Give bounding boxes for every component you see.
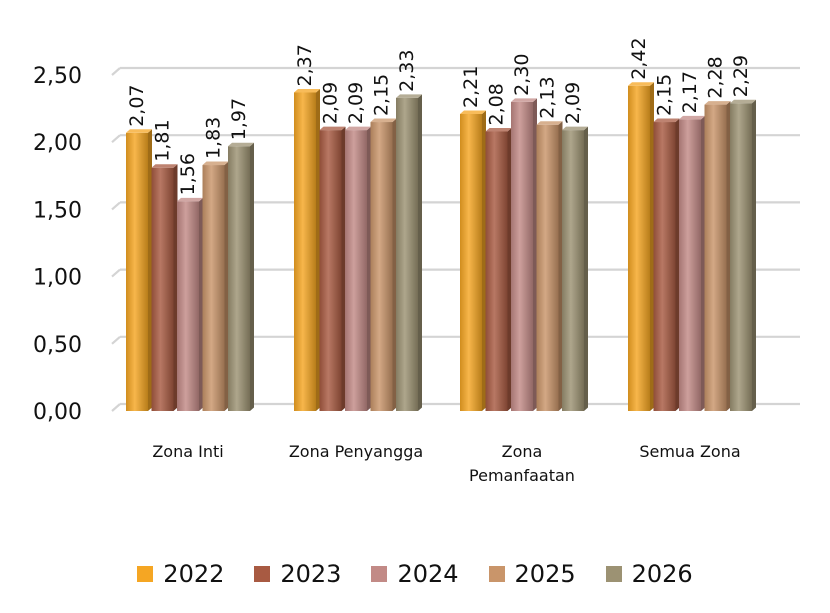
bar-2022-2 <box>294 88 320 412</box>
data-label: 1,81 <box>152 119 174 161</box>
y-tick-label: 1,50 <box>33 198 82 223</box>
y-tick-label: 0,00 <box>33 400 82 425</box>
bar-2023-4 <box>653 118 680 411</box>
data-label: 2,07 <box>126 84 148 126</box>
bar-2023-3 <box>485 127 512 411</box>
bar-2022-1 <box>126 129 152 412</box>
data-label: 1,97 <box>228 98 250 140</box>
legend-item-2026: 2026 <box>605 560 693 588</box>
legend-label: 2026 <box>631 560 693 588</box>
bar-2025-3 <box>536 121 563 411</box>
y-tick-label: 0,50 <box>33 333 82 358</box>
bar-2022-4 <box>628 82 654 411</box>
gridline-depth <box>111 134 121 144</box>
bar-2024-4 <box>679 115 705 412</box>
y-tick-label: 2,00 <box>33 131 82 156</box>
data-label: 2,17 <box>679 71 701 113</box>
data-label: 2,33 <box>396 50 418 92</box>
data-label: 2,09 <box>562 82 584 124</box>
data-label: 2,09 <box>345 82 367 124</box>
x-category-label: Semua Zona <box>639 442 740 461</box>
data-label: 2,09 <box>320 82 342 124</box>
x-category-label: Zona <box>502 442 543 461</box>
x-category-label: Pemanfaatan <box>469 466 575 485</box>
gridline-depth <box>111 403 121 412</box>
bar-chart: 0,00 0,50 1,00 1,50 2,00 2,50 2,071,811,561,83… <box>33 37 800 485</box>
legend-swatch <box>605 566 622 582</box>
legend-item-2024: 2024 <box>371 560 459 588</box>
bar-2025-4 <box>704 101 731 412</box>
gridline-depth <box>111 67 121 76</box>
gridline-depth <box>111 201 121 211</box>
data-label: 2,21 <box>460 66 482 108</box>
legend-swatch <box>254 566 271 582</box>
bar-2024-3 <box>511 98 537 411</box>
legend-label: 2025 <box>514 560 576 588</box>
legend-item-2022: 2022 <box>137 560 224 588</box>
bar-2024-1 <box>177 197 203 411</box>
legend-label: 2022 <box>163 560 225 588</box>
bar-2026-1 <box>228 142 254 411</box>
bar-2025-2 <box>370 118 397 411</box>
data-label: 1,56 <box>177 153 199 195</box>
data-label: 1,83 <box>203 117 225 159</box>
data-label: 2,28 <box>705 56 727 98</box>
bar-2022-3 <box>460 110 486 411</box>
data-label: 2,15 <box>371 74 393 116</box>
legend-swatch <box>488 566 505 582</box>
chart-legend: 2022 2023 2024 2025 2026 <box>0 560 830 588</box>
data-label: 2,29 <box>730 55 752 97</box>
bar-2026-3 <box>562 126 588 411</box>
bar-2026-4 <box>730 99 756 411</box>
legend-item-2025: 2025 <box>488 560 576 588</box>
bar-2023-1 <box>151 164 178 411</box>
data-label: 2,15 <box>654 74 676 116</box>
data-label: 2,37 <box>294 44 316 86</box>
gridline-depth <box>111 335 121 345</box>
data-label: 2,13 <box>537 76 559 118</box>
legend-item-2023: 2023 <box>254 560 341 588</box>
legend-swatch <box>137 566 154 582</box>
legend-label: 2023 <box>280 560 342 588</box>
x-category-label: Zona Inti <box>152 442 223 461</box>
y-tick-label: 1,00 <box>33 266 82 291</box>
legend-swatch <box>371 566 388 582</box>
data-label: 2,42 <box>628 37 650 79</box>
gridline-depth <box>111 268 121 278</box>
data-label: 2,08 <box>486 83 508 125</box>
bar-2026-2 <box>396 94 422 412</box>
data-label: 2,30 <box>511 54 533 96</box>
x-category-label: Zona Penyangga <box>289 442 423 461</box>
y-tick-label: 2,50 <box>33 64 82 89</box>
bar-2024-2 <box>345 126 371 411</box>
bar-2023-2 <box>319 126 346 411</box>
legend-label: 2024 <box>397 560 459 588</box>
bar-2025-1 <box>202 161 229 411</box>
